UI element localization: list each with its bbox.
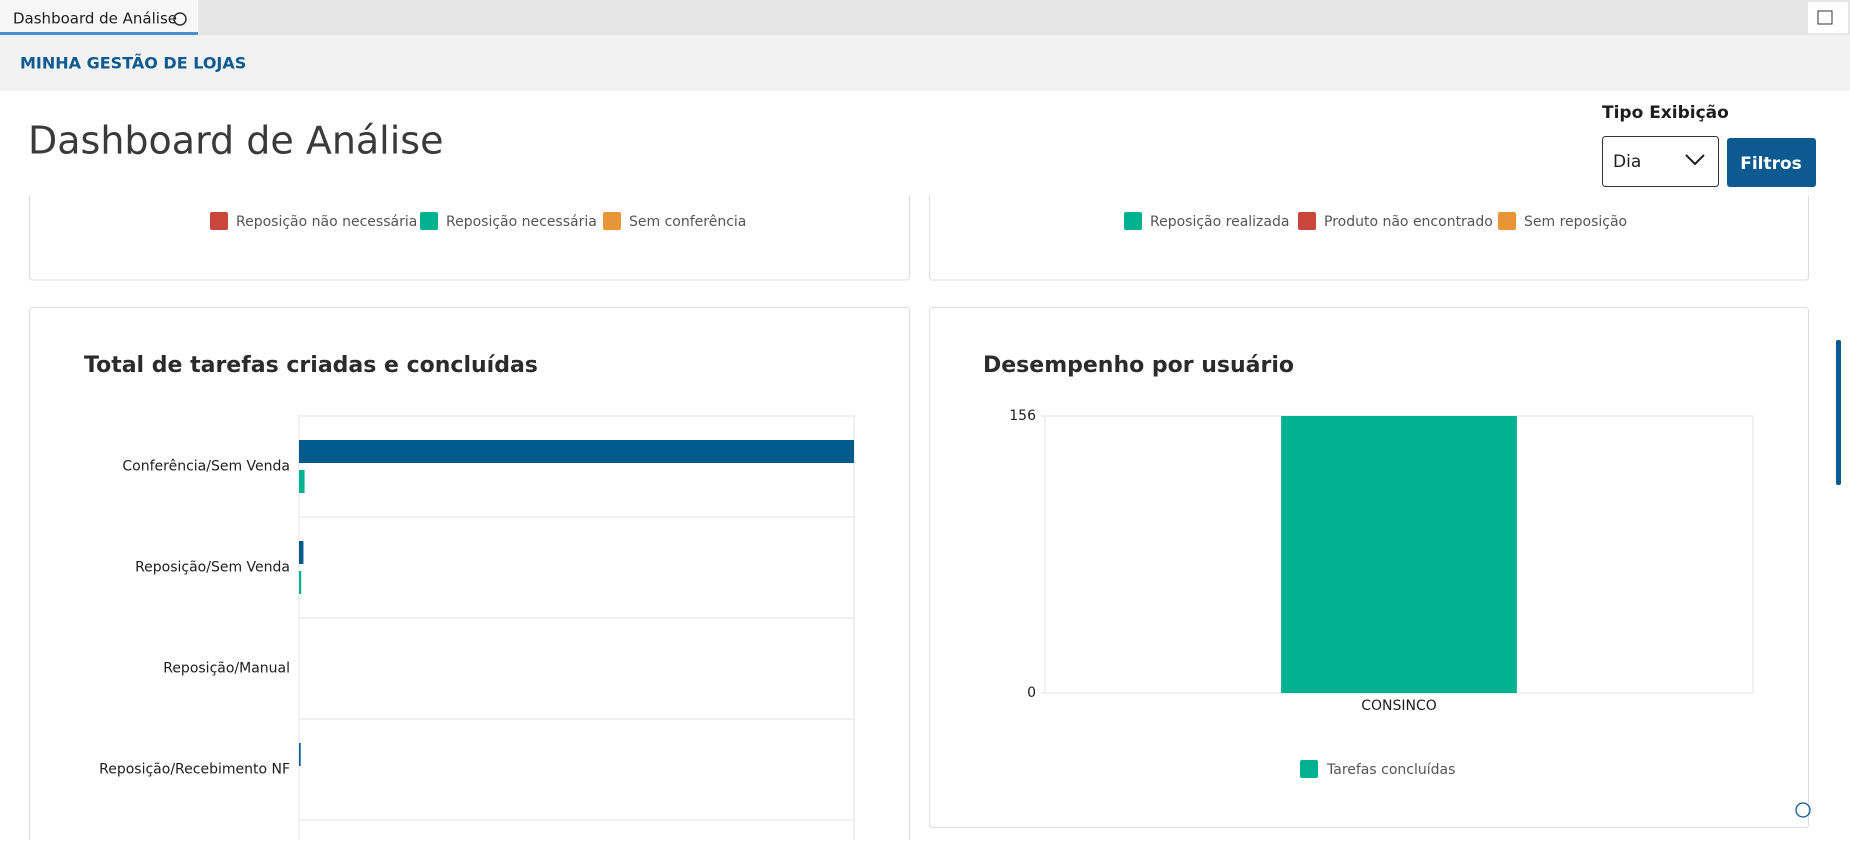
display-label: Tipo Exibição (1602, 103, 1729, 123)
legend-label: Tarefas concluídas (1326, 762, 1455, 778)
legend-swatch (1124, 212, 1142, 230)
chart-title: Desempenho por usuário (983, 353, 1294, 378)
legend-swatch (1498, 212, 1516, 230)
header (0, 35, 1850, 91)
y-tick-label: Reposição/Recebimento NF (99, 762, 290, 778)
card (29, 189, 910, 281)
bar (299, 541, 304, 564)
bar (299, 470, 305, 493)
bar (299, 440, 854, 463)
y-tick-label: Conferência/Sem Venda (122, 459, 290, 475)
y-tick-label: 156 (1009, 408, 1036, 424)
legend-label: Produto não encontrado (1324, 214, 1493, 230)
legend-swatch (1300, 760, 1318, 778)
display-select[interactable] (1602, 136, 1719, 187)
window-icon-shape (1817, 10, 1833, 25)
tab-bar (0, 0, 1850, 35)
legend-label: Sem reposição (1524, 214, 1627, 230)
filter-button[interactable] (1727, 138, 1816, 187)
x-tick-label: CONSINCO (1361, 698, 1437, 714)
filter-button-label: Filtros (1740, 154, 1802, 174)
legend-label: Reposição não necessária (236, 214, 417, 230)
legend-swatch (420, 212, 438, 230)
scrollbar[interactable] (1836, 340, 1841, 485)
tab-close[interactable] (173, 12, 187, 26)
bar (299, 571, 302, 594)
legend-label: Reposição necessária (446, 214, 597, 230)
legend-swatch (603, 212, 621, 230)
card-clip (0, 188, 1850, 196)
y-tick-label: 0 (1027, 685, 1036, 701)
header-title: MINHA GESTÃO DE LOJAS (20, 54, 246, 73)
card (929, 189, 1809, 281)
chart-title: Total de tarefas criadas e concluídas (84, 353, 538, 378)
select-arrow (1685, 154, 1705, 166)
legend-swatch (210, 212, 228, 230)
tab[interactable] (0, 0, 198, 35)
bar (299, 743, 301, 766)
page-title: Dashboard de Análise (28, 119, 443, 163)
help-icon[interactable] (1795, 802, 1811, 818)
window-icon[interactable] (1808, 2, 1848, 33)
tab-indicator (0, 32, 198, 35)
bar (1281, 416, 1517, 693)
legend-swatch (1298, 212, 1316, 230)
y-tick-label: Reposição/Sem Venda (135, 560, 290, 576)
y-tick-label: Reposição/Manual (163, 661, 290, 677)
legend-label: Reposição realizada (1150, 214, 1289, 230)
legend-label: Sem conferência (629, 214, 746, 230)
display-value: Dia (1613, 152, 1641, 172)
tab-label: Dashboard de Análise (13, 10, 177, 28)
plot-area (298, 415, 855, 844)
